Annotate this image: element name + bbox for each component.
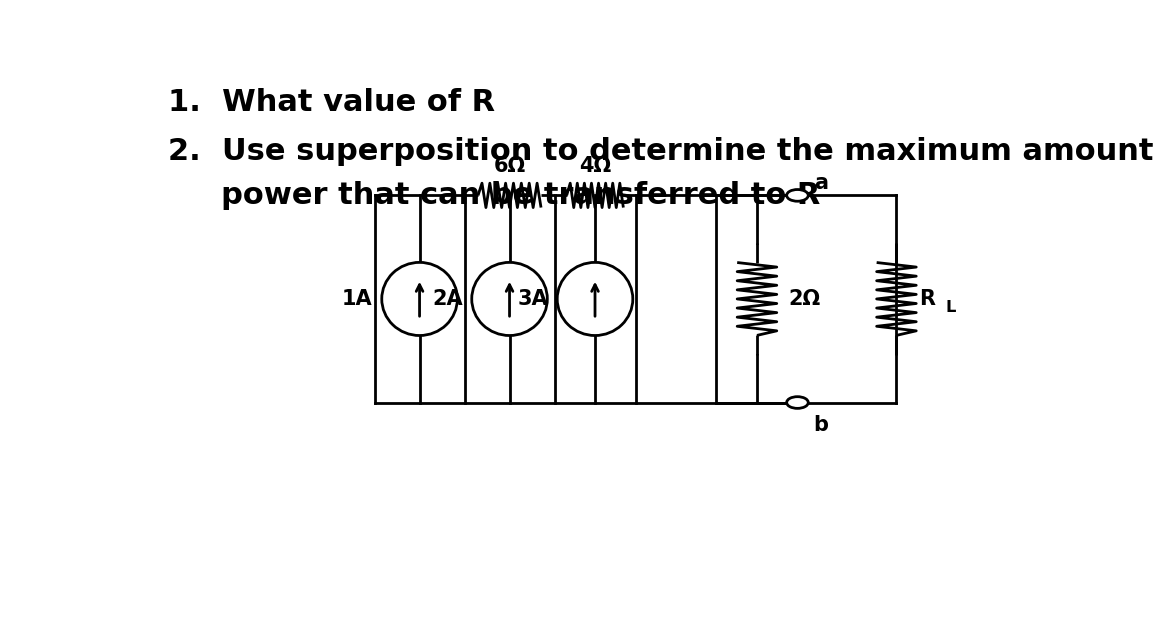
Text: 1.  What value of R: 1. What value of R [167, 88, 495, 117]
Text: 1A: 1A [342, 289, 373, 309]
Text: b: b [814, 415, 829, 435]
Text: L: L [946, 300, 957, 315]
Text: 6Ω: 6Ω [493, 156, 526, 176]
Ellipse shape [471, 263, 547, 335]
Text: power that can be transferred to R: power that can be transferred to R [167, 181, 820, 210]
Text: 4Ω: 4Ω [579, 156, 611, 176]
Circle shape [787, 189, 808, 201]
Text: 2Ω: 2Ω [788, 289, 821, 309]
Text: 2A: 2A [432, 289, 463, 309]
Circle shape [787, 397, 808, 408]
Ellipse shape [557, 263, 633, 335]
Text: R: R [920, 289, 935, 309]
Text: a: a [814, 173, 828, 193]
Ellipse shape [382, 263, 457, 335]
Text: 2.  Use superposition to determine the maximum amount of: 2. Use superposition to determine the ma… [167, 137, 1161, 166]
Text: 3A: 3A [518, 289, 548, 309]
